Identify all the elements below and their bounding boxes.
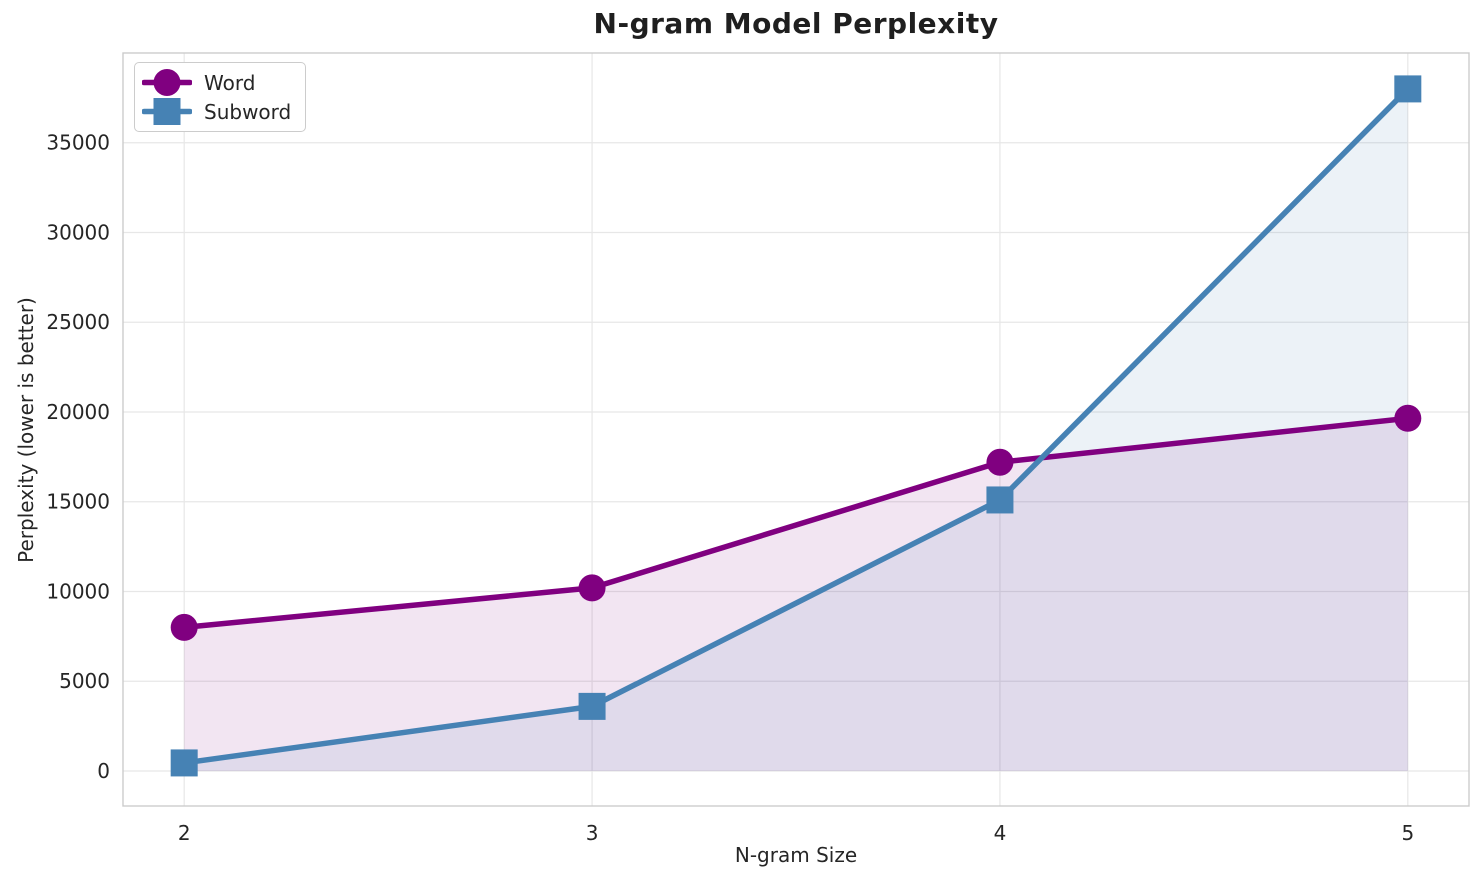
subword-series-square-icon — [142, 98, 192, 125]
subword-data-point — [986, 486, 1014, 514]
tick-labels: 0 5000 10000 15000 20000 25000 30000 35000 2 3 4 5 — [46, 131, 1414, 845]
word-area-fill — [184, 418, 1408, 771]
x-tick-label: 2 — [178, 821, 191, 845]
x-tick-label: 3 — [586, 821, 599, 845]
legend-item-subword: Subword — [142, 97, 291, 126]
word-series-line — [181, 415, 1411, 631]
word-data-point — [986, 448, 1014, 476]
legend: Word Subword — [134, 62, 307, 132]
y-tick-label: 35000 — [46, 131, 110, 155]
y-tick-label: 20000 — [46, 400, 110, 424]
y-tick-label: 25000 — [46, 310, 110, 334]
subword-data-point — [170, 749, 198, 777]
grid — [123, 53, 1469, 806]
x-tick-label: 5 — [1401, 821, 1414, 845]
legend-label-word: Word — [204, 70, 256, 95]
y-axis-label: Perplexity (lower is better) — [14, 297, 38, 563]
word-data-point — [170, 613, 198, 641]
legend-label-subword: Subword — [204, 99, 292, 124]
word-data-point — [1394, 404, 1422, 432]
legend-marker-circle-icon — [153, 69, 181, 96]
y-tick-label: 0 — [97, 759, 110, 783]
subword-series-line — [181, 86, 1411, 766]
chart-title: N-gram Model Perplexity — [593, 7, 999, 40]
y-tick-label: 10000 — [46, 579, 110, 603]
legend-item-word: Word — [142, 68, 291, 97]
x-tick-label: 4 — [994, 821, 1007, 845]
subword-data-point — [1394, 75, 1422, 103]
axes-spines — [122, 52, 1470, 807]
subword-area-fill — [184, 88, 1408, 771]
y-tick-label: 5000 — [59, 669, 110, 693]
word-data-point — [578, 574, 606, 602]
y-tick-label: 30000 — [46, 220, 110, 244]
legend-marker-square-icon — [153, 98, 181, 125]
word-series-circle-icon — [142, 69, 192, 96]
x-axis-label: N-gram Size — [734, 843, 858, 867]
subword-data-point — [578, 692, 606, 720]
y-tick-label: 15000 — [46, 490, 110, 514]
